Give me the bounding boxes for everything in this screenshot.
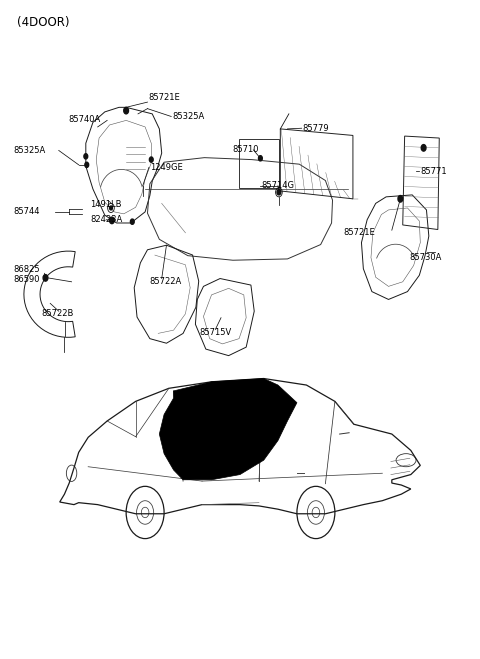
Circle shape — [85, 162, 89, 167]
Circle shape — [259, 156, 262, 161]
Circle shape — [109, 217, 114, 223]
Circle shape — [149, 157, 153, 162]
Text: 85325A: 85325A — [13, 146, 46, 155]
Text: (4DOOR): (4DOOR) — [17, 16, 70, 29]
Text: 86590: 86590 — [13, 275, 40, 284]
Circle shape — [312, 507, 320, 518]
Text: 85722B: 85722B — [42, 309, 74, 318]
Text: 85325A: 85325A — [172, 112, 204, 121]
Circle shape — [131, 219, 134, 224]
Text: 85779: 85779 — [302, 124, 329, 132]
Text: 85771: 85771 — [420, 167, 447, 176]
Text: 1249GE: 1249GE — [150, 163, 182, 172]
Text: 85744: 85744 — [13, 208, 40, 216]
Circle shape — [421, 144, 426, 151]
Circle shape — [109, 206, 112, 210]
Circle shape — [398, 196, 403, 202]
Circle shape — [84, 154, 88, 159]
Text: 85710: 85710 — [232, 145, 259, 154]
Text: 85721E: 85721E — [343, 228, 375, 237]
Circle shape — [141, 507, 149, 518]
Text: 82423A: 82423A — [91, 215, 123, 224]
Text: 85722A: 85722A — [149, 277, 181, 285]
Text: 85730A: 85730A — [410, 253, 442, 262]
Text: 1491LB: 1491LB — [91, 200, 122, 208]
Text: 85714G: 85714G — [261, 181, 294, 190]
Text: 85715V: 85715V — [200, 328, 232, 337]
Circle shape — [277, 190, 281, 195]
Circle shape — [124, 107, 129, 114]
Text: 85721E: 85721E — [148, 93, 180, 102]
Polygon shape — [159, 378, 297, 480]
Text: 86825: 86825 — [13, 265, 40, 274]
Circle shape — [43, 275, 48, 281]
Text: 85740A: 85740A — [68, 115, 100, 124]
